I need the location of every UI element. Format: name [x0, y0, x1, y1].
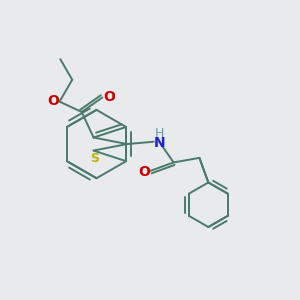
Text: S: S — [91, 152, 100, 165]
Text: O: O — [47, 94, 59, 108]
Text: O: O — [103, 90, 115, 104]
Text: N: N — [153, 136, 165, 150]
Text: O: O — [138, 165, 150, 179]
Text: H: H — [154, 128, 164, 140]
